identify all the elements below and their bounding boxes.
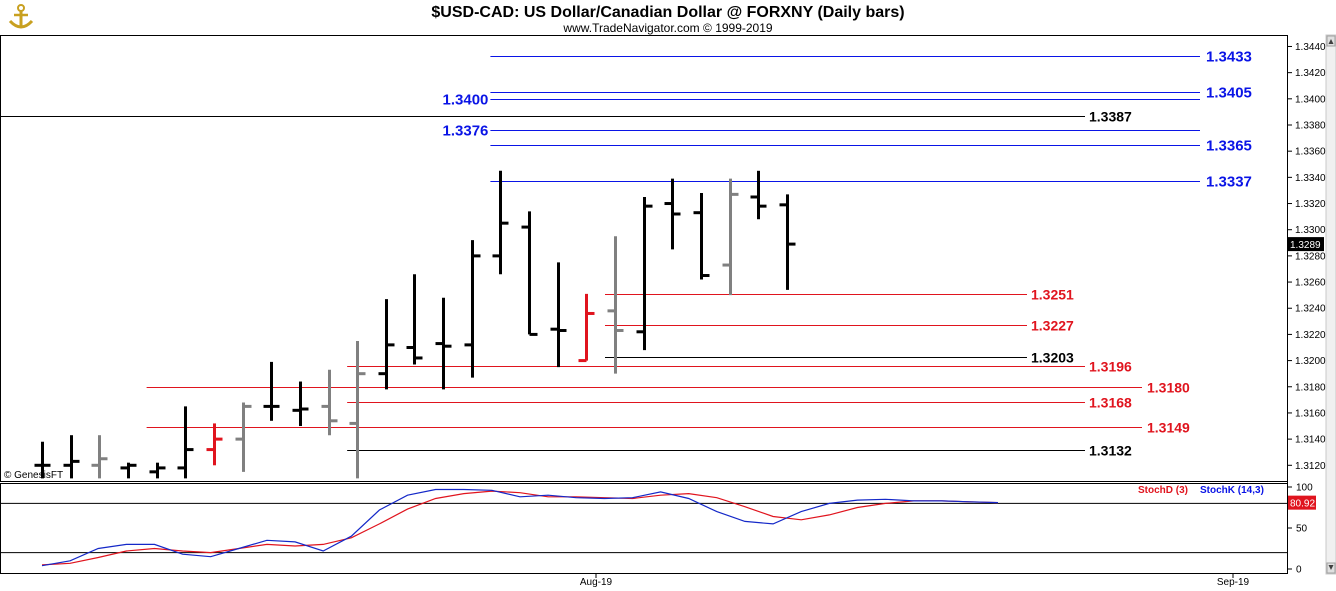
ohlc-bar xyxy=(492,170,509,275)
y-tick-label: 1.3300 xyxy=(1295,225,1326,236)
level-label-1.3365: 1.3365 xyxy=(1206,138,1252,155)
ohlc-bar xyxy=(34,441,51,479)
osc-plot-frame xyxy=(0,483,1288,574)
level-label-1.3337: 1.3337 xyxy=(1206,174,1252,191)
ohlc-bar xyxy=(263,361,280,421)
vertical-scrollbar xyxy=(1325,34,1336,575)
ohlc-bar xyxy=(521,211,538,336)
level-label-1.3168: 1.3168 xyxy=(1089,395,1132,411)
osc-y-tick-label: 50 xyxy=(1296,524,1308,535)
y-tick-label: 1.3340 xyxy=(1295,173,1326,184)
level-label-1.3387: 1.3387 xyxy=(1089,109,1132,125)
chevron-up-icon xyxy=(1328,39,1334,44)
y-tick-label: 1.3220 xyxy=(1295,330,1326,341)
y-tick-label: 1.3440 xyxy=(1295,42,1326,53)
level-label-1.3227: 1.3227 xyxy=(1031,318,1074,334)
y-tick-label: 1.3380 xyxy=(1295,121,1326,132)
ohlc-bar xyxy=(235,402,252,472)
y-tick-label: 1.3320 xyxy=(1295,199,1326,210)
last-price-label: 1.3289 xyxy=(1290,240,1321,251)
series-line-StochK (14,3) xyxy=(41,488,999,567)
level-label-1.3400: 1.3400 xyxy=(443,92,489,109)
anchor-logo-icon xyxy=(8,3,34,31)
y-tick-label: 1.3120 xyxy=(1295,461,1326,472)
ohlc-bar xyxy=(349,340,366,479)
ohlc-bar xyxy=(321,369,338,436)
level-label-1.3203: 1.3203 xyxy=(1031,350,1074,366)
ohlc-bar xyxy=(779,194,796,290)
ohlc-bar xyxy=(63,435,80,479)
osc-y-tick-label: 0 xyxy=(1296,565,1302,576)
stochastic-panel: 100 50 0 80.92 StochD (3) StochK (14,3) xyxy=(1,483,1316,576)
ohlc-bar xyxy=(693,193,710,280)
chart-title: $USD-CAD: US Dollar/Canadian Dollar @ FO… xyxy=(431,4,904,21)
ohlc-bar xyxy=(177,406,194,479)
legend-stochk: StochK (14,3) xyxy=(1200,485,1264,496)
ohlc-bar xyxy=(550,262,567,368)
legend-stochd: StochD (3) xyxy=(1138,485,1188,496)
level-lines xyxy=(0,56,1200,451)
ohlc-bar xyxy=(406,274,423,365)
chevron-down-icon xyxy=(1328,565,1334,570)
ohlc-bars xyxy=(34,170,796,479)
ohlc-bar xyxy=(91,435,108,479)
level-label-1.3132: 1.3132 xyxy=(1089,443,1132,459)
level-label-1.3149: 1.3149 xyxy=(1147,420,1190,436)
y-tick-label: 1.3160 xyxy=(1295,408,1326,419)
level-label-1.3180: 1.3180 xyxy=(1147,380,1190,396)
ohlc-bar xyxy=(750,170,767,220)
y-tick-label: 1.3360 xyxy=(1295,147,1326,158)
y-tick-label: 1.3260 xyxy=(1295,278,1326,289)
osc-last-tag xyxy=(1288,495,1316,510)
y-tick-label: 1.3420 xyxy=(1295,68,1326,79)
ohlc-bar xyxy=(149,462,166,479)
ohlc-bar xyxy=(120,462,137,479)
y-tick-label: 1.3280 xyxy=(1295,251,1326,262)
last-price-tag xyxy=(1288,237,1324,252)
x-tick-label: Sep-19 xyxy=(1217,577,1250,588)
ohlc-bar xyxy=(636,196,653,351)
level-labels: 1.3433 1.3405 1.3400 1.3387 1.3376 1.3365 1.33… xyxy=(443,49,1252,459)
series-line-StochD (3) xyxy=(41,490,999,566)
x-tick-label: Aug-19 xyxy=(580,577,613,588)
ohlc-bar xyxy=(664,178,681,250)
level-label-1.3405: 1.3405 xyxy=(1206,85,1252,102)
ohlc-bar xyxy=(292,381,309,427)
level-label-1.3196: 1.3196 xyxy=(1089,359,1132,375)
osc-y-tick-label: 100 xyxy=(1296,483,1313,494)
watermark: © GenesisFT xyxy=(4,470,63,481)
y-tick-label: 1.3400 xyxy=(1295,94,1326,105)
date-axis: Aug-19 Sep-19 xyxy=(580,574,1250,588)
chart-subtitle: www.TradeNavigator.com © 1999-2019 xyxy=(562,21,772,35)
y-tick-label: 1.3240 xyxy=(1295,304,1326,315)
ohlc-bar xyxy=(378,299,395,390)
ohlc-bar xyxy=(722,178,739,296)
y-tick-label: 1.3200 xyxy=(1295,356,1326,367)
level-label-1.3376: 1.3376 xyxy=(443,123,489,140)
ohlc-bar xyxy=(607,236,624,374)
ohlc-bar xyxy=(206,423,223,466)
ohlc-bar xyxy=(578,293,595,363)
level-label-1.3251: 1.3251 xyxy=(1031,287,1074,303)
price-axis: 1.3440 1.3420 1.3400 1.3380 1.3360 1.3340 1.33… xyxy=(1287,34,1336,575)
level-label-1.3433: 1.3433 xyxy=(1206,49,1252,66)
y-tick-label: 1.3140 xyxy=(1295,435,1326,446)
ohlc-bar xyxy=(464,240,481,378)
ohlc-bar xyxy=(435,297,452,390)
y-tick-label: 1.3180 xyxy=(1295,382,1326,393)
osc-last-label: 80.92 xyxy=(1290,499,1315,510)
